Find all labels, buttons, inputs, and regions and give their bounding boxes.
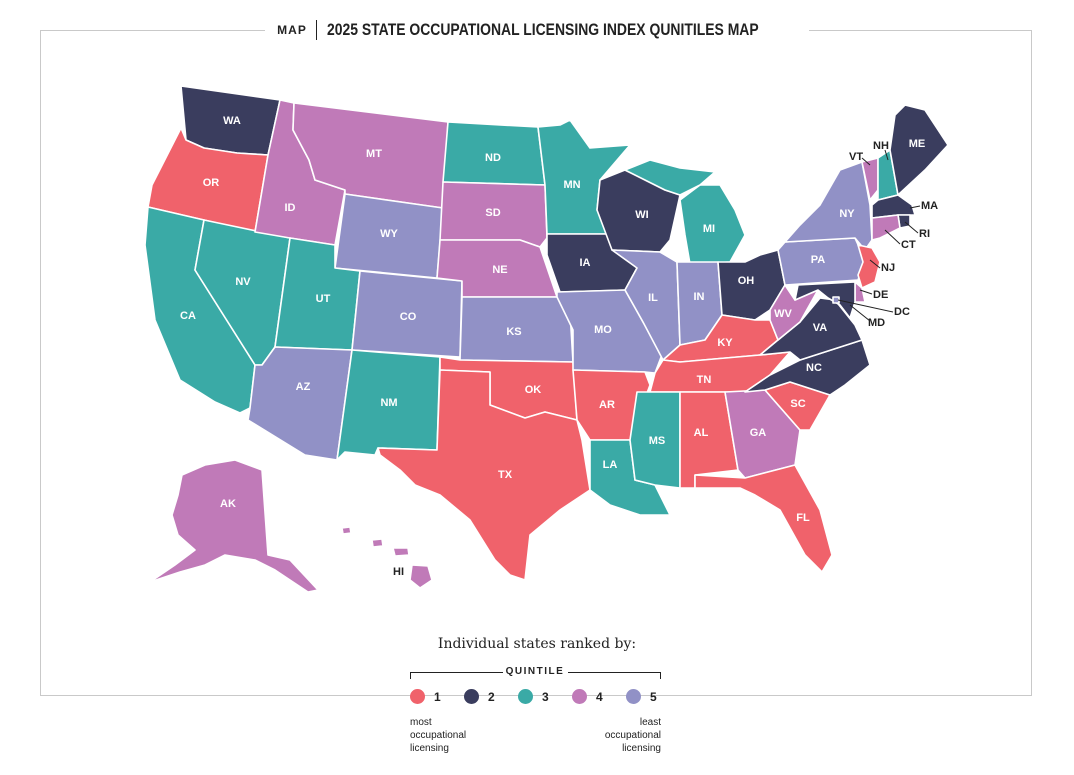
label-md: MD — [868, 317, 885, 329]
legend-swatch-1 — [410, 689, 425, 704]
label-nh: NH — [873, 140, 889, 152]
legend-bracket-left — [410, 672, 503, 679]
legend-bracket-right — [568, 672, 661, 679]
label-ia: IA — [580, 257, 591, 269]
label-oh: OH — [738, 275, 755, 287]
legend-label-1: 1 — [434, 689, 441, 704]
state-mi[interactable] — [679, 184, 746, 265]
label-wa: WA — [223, 115, 241, 127]
label-ar: AR — [599, 399, 615, 411]
label-me: ME — [909, 138, 926, 150]
legend-item-5: 5 — [626, 689, 657, 704]
legend-item-4: 4 — [572, 689, 603, 704]
label-ut: UT — [316, 293, 331, 305]
label-wi: WI — [635, 209, 648, 221]
label-al: AL — [694, 427, 709, 439]
legend-item-3: 3 — [518, 689, 549, 704]
label-in: IN — [694, 291, 705, 303]
state-mi-up[interactable] — [624, 159, 716, 196]
legend-label-2: 2 — [488, 689, 495, 704]
state-hi-island-4[interactable] — [409, 564, 433, 589]
state-hi-island-3[interactable] — [392, 547, 410, 557]
label-ca: CA — [180, 310, 196, 322]
label-mo: MO — [594, 324, 612, 336]
label-nd: ND — [485, 152, 501, 164]
state-fl[interactable] — [694, 464, 833, 573]
state-ks[interactable] — [459, 296, 574, 363]
label-vt: VT — [849, 151, 863, 163]
label-nv: NV — [235, 276, 251, 288]
label-ma: MA — [921, 200, 938, 212]
state-ak[interactable] — [149, 459, 319, 593]
label-nm: NM — [380, 397, 397, 409]
map-header: MAP 2025 STATE OCCUPATIONAL LICENSING IN… — [0, 16, 1074, 44]
state-ny[interactable] — [784, 161, 873, 251]
label-mt: MT — [366, 148, 382, 160]
legend-title: Individual states ranked by: — [437, 636, 637, 652]
label-ny: NY — [839, 208, 855, 220]
label-pa: PA — [811, 254, 826, 266]
label-tn: TN — [697, 374, 712, 386]
state-az[interactable] — [247, 346, 353, 461]
legend-swatch-3 — [518, 689, 533, 704]
label-sc: SC — [790, 398, 805, 410]
label-wy: WY — [380, 228, 398, 240]
label-ri: RI — [919, 228, 930, 240]
state-ct[interactable] — [871, 214, 901, 241]
state-nj[interactable] — [857, 244, 881, 289]
legend-note-most: most occupational licensing — [410, 717, 467, 754]
state-dc[interactable] — [832, 296, 840, 304]
legend-item-2: 2 — [464, 689, 495, 704]
map-tag: MAP — [277, 20, 317, 40]
legend-label-3: 3 — [542, 689, 549, 704]
legend-swatch-4 — [572, 689, 587, 704]
label-mi: MI — [703, 223, 715, 235]
label-ks: KS — [506, 326, 521, 338]
label-il: IL — [648, 292, 658, 304]
label-hi: HI — [393, 566, 404, 578]
label-wv: WV — [774, 308, 792, 320]
label-ct: CT — [901, 239, 916, 251]
label-az: AZ — [296, 381, 311, 393]
label-ak: AK — [220, 498, 236, 510]
label-ne: NE — [492, 264, 507, 276]
state-wv[interactable] — [769, 284, 819, 341]
legend-note-least: least occupational licensing — [604, 717, 661, 754]
label-nj: NJ — [881, 262, 895, 274]
label-la: LA — [603, 459, 618, 471]
label-dc: DC — [894, 306, 910, 318]
state-me[interactable] — [889, 104, 949, 196]
legend-label-4: 4 — [596, 689, 603, 704]
legend-label-5: 5 — [650, 689, 657, 704]
label-ok: OK — [525, 384, 542, 396]
label-tx: TX — [498, 469, 513, 481]
label-nc: NC — [806, 362, 822, 374]
state-hi-island-1[interactable] — [341, 526, 352, 535]
label-ga: GA — [750, 427, 767, 439]
state-md[interactable] — [794, 281, 856, 319]
state-tx[interactable] — [377, 369, 591, 581]
label-de: DE — [873, 289, 888, 301]
label-or: OR — [203, 177, 220, 189]
label-mn: MN — [563, 179, 580, 191]
legend-swatch-2 — [464, 689, 479, 704]
label-sd: SD — [485, 207, 500, 219]
label-co: CO — [400, 311, 417, 323]
state-hi-island-2[interactable] — [371, 538, 384, 548]
label-va: VA — [813, 322, 828, 334]
label-ms: MS — [649, 435, 666, 447]
legend-item-1: 1 — [410, 689, 441, 704]
label-fl: FL — [796, 512, 810, 524]
label-ky: KY — [717, 337, 733, 349]
map-title: 2025 STATE OCCUPATIONAL LICENSING INDEX … — [326, 20, 759, 39]
label-id: ID — [285, 202, 296, 214]
legend-swatch-5 — [626, 689, 641, 704]
legend-quintile-label: QUINTILE — [505, 666, 565, 677]
state-nc[interactable] — [744, 339, 871, 396]
